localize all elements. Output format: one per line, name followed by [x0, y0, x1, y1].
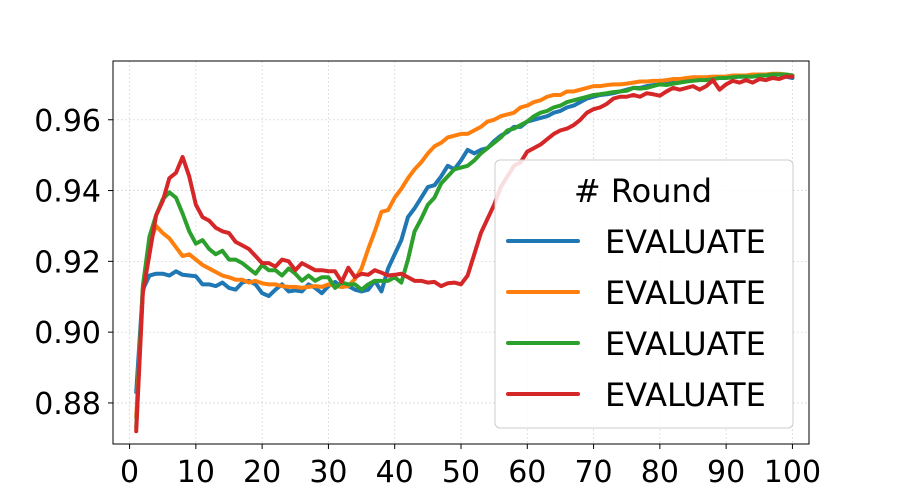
- x-tick-label: 90: [707, 455, 745, 490]
- axis-ticks: 0 10 20 30 40 50 60 70 80 90 100 0.88 0.90 0.92 0.94 0.…: [34, 104, 821, 490]
- series-lines: [134, 71, 795, 434]
- legend-label-1: EVALUATE: [605, 223, 766, 261]
- x-tick-label: 30: [309, 455, 347, 490]
- x-tick-label: 10: [177, 455, 215, 490]
- legend-items: EVALUATE EVALUATE EVALUATE EVALUATE: [506, 223, 766, 414]
- x-tick-label: 50: [442, 455, 480, 490]
- series-line-4: [134, 74, 795, 434]
- x-tick-label: 20: [243, 455, 281, 490]
- x-tick-label: 40: [376, 455, 414, 490]
- y-tick-label: 0.90: [34, 316, 101, 351]
- legend-box: [494, 159, 794, 429]
- legend-label-3: EVALUATE: [605, 325, 766, 363]
- x-tick-label: 70: [574, 455, 612, 490]
- y-tick-label: 0.92: [34, 245, 101, 280]
- x-tick-label: 100: [764, 455, 821, 490]
- legend-label-4: EVALUATE: [605, 376, 766, 414]
- legend-label-2: EVALUATE: [605, 274, 766, 312]
- x-tick-label: 80: [641, 455, 679, 490]
- series-line-3: [134, 72, 795, 430]
- y-tick-label: 0.94: [34, 175, 101, 210]
- legend-title: # Round: [574, 172, 712, 210]
- legend: # Round EVALUATE EVALUATE EVALUATE EVALUATE: [494, 159, 794, 429]
- x-tick-label: 60: [508, 455, 546, 490]
- x-tick-label: 0: [120, 455, 139, 490]
- series-line-2: [134, 71, 795, 420]
- y-tick-label: 0.96: [34, 104, 101, 139]
- y-tick-label: 0.88: [34, 387, 101, 422]
